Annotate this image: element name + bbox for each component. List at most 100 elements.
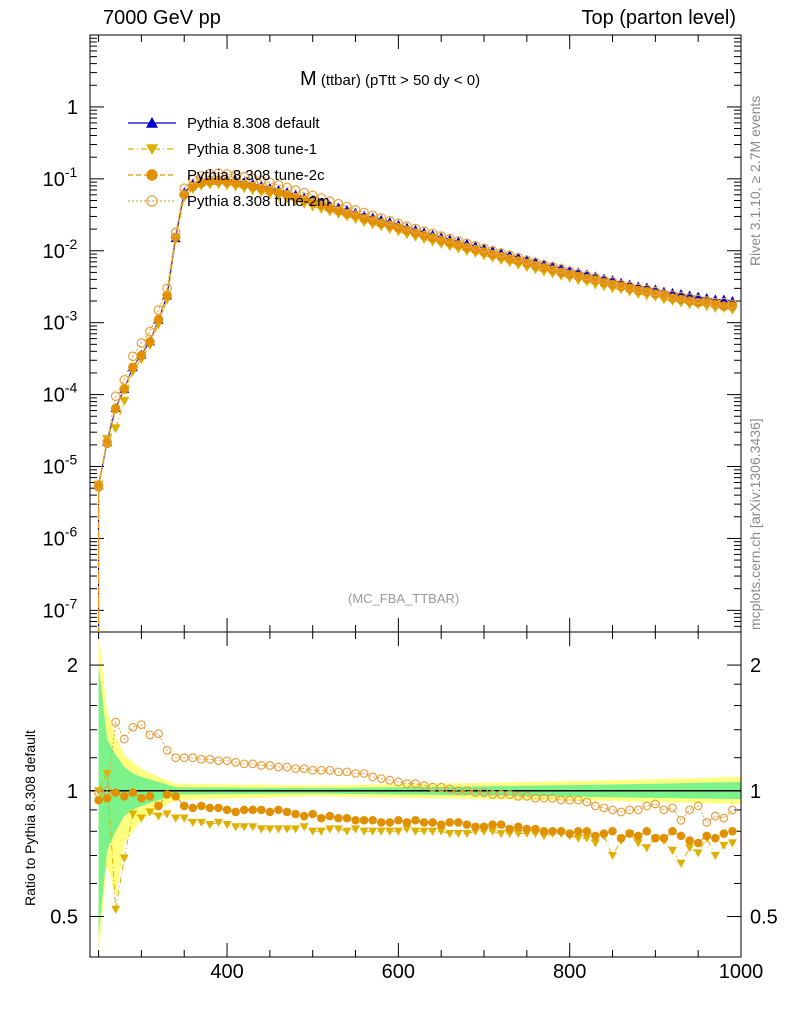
ratio-point — [136, 720, 146, 730]
ratio-point — [530, 793, 540, 803]
ratio-point — [308, 765, 318, 775]
data-point — [719, 301, 729, 311]
data-point — [265, 177, 275, 188]
y-tick-label: 10-4 — [43, 380, 78, 407]
data-point — [427, 228, 438, 239]
x-tick-label: 400 — [210, 961, 243, 983]
ratio-point — [239, 759, 249, 769]
legend-marker — [146, 169, 158, 181]
y-tick-label: 10-2 — [43, 236, 78, 263]
ratio-axis-label: Ratio to Pythia 8.308 default — [22, 730, 38, 906]
ratio-point — [188, 753, 198, 763]
analysis-watermark: (MC_FBA_TTBAR) — [348, 591, 460, 606]
ratio-point — [308, 827, 318, 836]
ratio-point — [590, 801, 600, 811]
ratio-point — [145, 730, 155, 740]
ratio-point — [111, 905, 121, 914]
ratio-point — [650, 799, 660, 809]
ratio-point — [625, 805, 635, 815]
ratio-point — [154, 812, 164, 821]
ratio-point — [179, 753, 189, 763]
data-point — [650, 289, 661, 299]
ratio-point — [548, 826, 557, 836]
ratio-point — [248, 823, 258, 832]
ratio-point — [282, 762, 292, 772]
ratio-point — [299, 764, 309, 774]
data-point — [153, 314, 164, 325]
ratio-point — [445, 818, 455, 827]
ratio-point — [119, 734, 129, 744]
ratio-point — [642, 844, 652, 853]
ratio-point — [265, 761, 275, 770]
data-point — [436, 231, 447, 241]
data-point — [222, 177, 232, 187]
ratio-point — [479, 788, 489, 798]
data-point — [496, 248, 507, 258]
ratio-point — [462, 820, 472, 829]
data-point — [110, 424, 121, 434]
ratio-point — [514, 822, 523, 832]
data-point — [590, 273, 601, 283]
ratio-point — [111, 717, 121, 727]
data-point — [179, 183, 190, 194]
data-point — [188, 181, 198, 192]
data-point — [410, 223, 421, 234]
series-2 — [93, 176, 738, 632]
legend-label-tune2c: Pythia 8.308 tune-2c — [187, 167, 325, 184]
ratio-point — [411, 816, 420, 825]
data-point — [290, 192, 301, 203]
data-point — [265, 185, 275, 196]
data-point — [273, 188, 284, 198]
ratio-point — [385, 818, 395, 827]
data-point — [462, 238, 472, 249]
ratio-point — [333, 767, 343, 777]
ratio-point — [257, 805, 266, 815]
ratio-point — [693, 849, 703, 858]
data-point — [282, 182, 292, 193]
ratio-point — [599, 803, 609, 813]
ratio-point — [162, 810, 172, 819]
ratio-point — [462, 786, 472, 796]
data-point — [590, 275, 601, 285]
ratio-point — [710, 811, 720, 821]
ratio-point — [445, 784, 455, 794]
ratio-point — [128, 722, 138, 732]
ratio-series-line — [98, 771, 733, 910]
legend-marker — [146, 117, 158, 128]
ratio-point — [308, 809, 317, 819]
data-point — [444, 233, 455, 244]
ratio-point — [299, 823, 309, 832]
ratio-point — [214, 803, 223, 813]
ratio-point — [685, 844, 695, 853]
ratio-point — [222, 820, 232, 830]
ratio-point — [719, 829, 729, 838]
ratio-point — [496, 820, 506, 829]
data-point — [299, 187, 309, 198]
data-point — [248, 181, 258, 192]
ratio-point — [136, 814, 146, 823]
data-point — [718, 294, 729, 304]
data-point — [333, 205, 344, 216]
ratio-point — [436, 827, 446, 836]
beam-label: 7000 GeV pp — [103, 7, 221, 29]
data-point — [556, 267, 566, 278]
ratio-point — [402, 818, 412, 827]
ratio-point — [582, 834, 592, 843]
ratio-point — [359, 769, 369, 778]
ratio-point — [368, 772, 378, 782]
data-point — [187, 174, 198, 185]
data-point — [136, 350, 147, 361]
ratio-point — [342, 813, 352, 823]
legend-entry-1 — [128, 144, 176, 155]
ratio-point — [222, 756, 232, 766]
ratio-point — [496, 829, 506, 839]
ratio-point — [419, 818, 429, 827]
ratio-point — [171, 792, 180, 801]
ratio-point — [316, 827, 326, 836]
data-point — [487, 249, 498, 260]
ratio-point — [436, 820, 446, 829]
data-point — [102, 437, 112, 447]
ratio-point — [128, 788, 138, 797]
data-point — [667, 293, 678, 303]
ratio-point — [428, 782, 438, 792]
